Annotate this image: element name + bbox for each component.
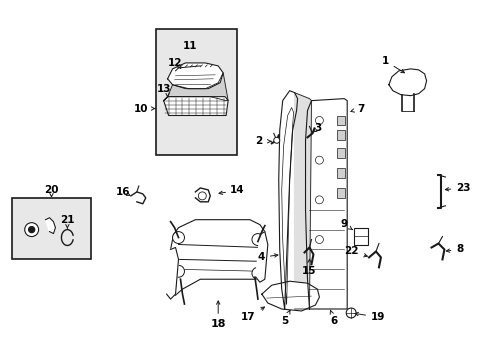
Bar <box>337 148 345 158</box>
Polygon shape <box>278 91 297 309</box>
Bar <box>155 29 237 155</box>
Polygon shape <box>167 63 223 89</box>
Text: 1: 1 <box>381 56 404 73</box>
Bar <box>353 228 367 246</box>
Text: 9: 9 <box>339 219 352 230</box>
Bar <box>337 168 345 178</box>
Circle shape <box>315 156 323 164</box>
Text: 6: 6 <box>329 310 337 326</box>
Circle shape <box>172 265 184 277</box>
Polygon shape <box>170 220 264 295</box>
Text: 17: 17 <box>241 307 264 322</box>
Circle shape <box>315 235 323 243</box>
Polygon shape <box>163 73 228 100</box>
Bar <box>337 116 345 125</box>
Polygon shape <box>388 69 426 96</box>
Bar <box>12 198 91 260</box>
Polygon shape <box>45 218 55 234</box>
Polygon shape <box>294 93 311 309</box>
Circle shape <box>346 308 355 318</box>
Circle shape <box>198 192 206 200</box>
Circle shape <box>251 267 264 279</box>
Circle shape <box>273 137 279 143</box>
Bar <box>337 188 345 198</box>
Text: 22: 22 <box>344 247 366 257</box>
Text: 5: 5 <box>281 310 289 326</box>
Polygon shape <box>166 247 178 299</box>
Polygon shape <box>131 192 145 204</box>
Text: 3: 3 <box>314 123 321 134</box>
Text: 16: 16 <box>116 187 130 197</box>
Text: 4: 4 <box>257 252 277 262</box>
Text: 23: 23 <box>445 183 470 193</box>
Text: 8: 8 <box>446 244 463 255</box>
Text: 19: 19 <box>354 312 385 322</box>
Circle shape <box>315 196 323 204</box>
Text: 13: 13 <box>156 84 170 94</box>
Text: 7: 7 <box>350 104 364 113</box>
Polygon shape <box>163 96 228 116</box>
Text: 11: 11 <box>183 41 197 51</box>
Polygon shape <box>255 231 267 282</box>
Circle shape <box>25 223 39 237</box>
Bar <box>337 130 345 140</box>
Text: 14: 14 <box>230 185 244 195</box>
Text: 10: 10 <box>134 104 148 113</box>
Circle shape <box>315 117 323 125</box>
Polygon shape <box>195 188 210 202</box>
Polygon shape <box>305 99 346 309</box>
Text: 18: 18 <box>210 301 225 329</box>
Text: 2: 2 <box>255 136 263 146</box>
Text: 20: 20 <box>44 185 59 195</box>
Circle shape <box>29 227 35 233</box>
Text: 12: 12 <box>168 58 183 68</box>
Text: 21: 21 <box>60 215 75 225</box>
Polygon shape <box>262 281 319 311</box>
Circle shape <box>172 231 184 243</box>
Circle shape <box>251 234 264 246</box>
Text: 15: 15 <box>302 259 316 276</box>
